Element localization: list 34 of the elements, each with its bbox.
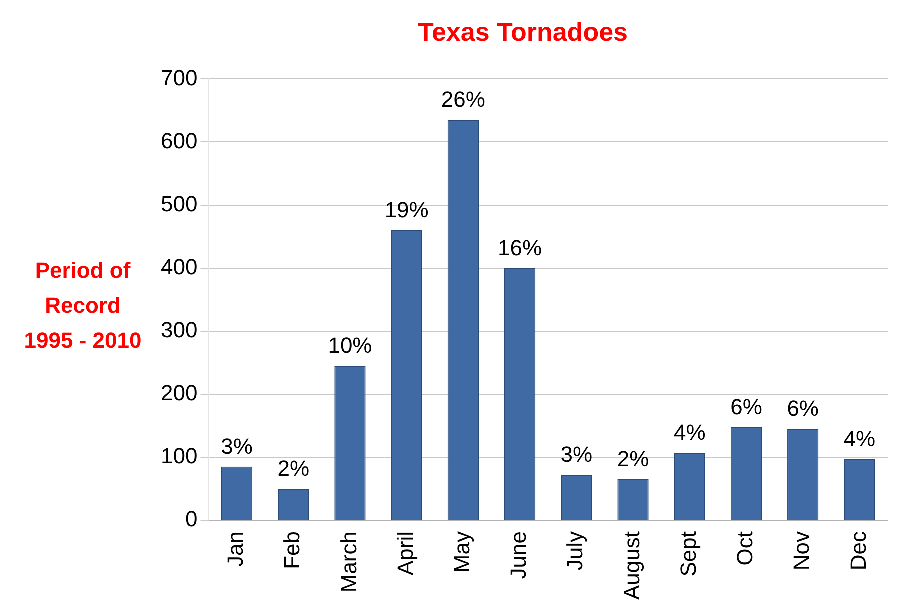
x-tick-label: June (506, 532, 532, 580)
annotation: 2% (278, 456, 310, 482)
annotation: 3% (560, 442, 593, 468)
annotation: 4% (674, 420, 706, 446)
annotation: 6% (787, 396, 819, 422)
x-tick-label: Oct (732, 532, 758, 566)
y-tick-label: 0 (185, 506, 198, 532)
x-tick-label: July (562, 532, 588, 571)
y-tick-label: 200 (160, 380, 198, 406)
chart-title: Texas Tornadoes (418, 16, 628, 47)
x-tick-label: May (450, 532, 475, 574)
x-tick-label: April (392, 532, 418, 576)
x-tick-label: August (619, 532, 644, 600)
y-tick-label: 100 (160, 444, 198, 469)
x-tick-label: Jan (223, 532, 248, 567)
y-tick-label: 600 (160, 128, 198, 154)
x-tick-label: Sept (676, 532, 701, 577)
y-tick-label: 500 (160, 191, 198, 216)
annotation: 3% (221, 434, 253, 459)
annotation: 10% (328, 333, 372, 358)
y-axis-title: Period of Record 1995 - 2010 (23, 256, 143, 356)
annotation: 26% (441, 87, 486, 112)
x-tick-label: Feb (280, 532, 305, 570)
y-tick-label: 400 (160, 254, 198, 280)
annotation: 19% (384, 198, 429, 223)
annotation: 2% (617, 446, 650, 472)
annotation: 6% (730, 394, 762, 420)
x-tick-label: Nov (789, 532, 814, 571)
x-tick-label: Dec (846, 532, 871, 571)
annotation: 16% (498, 235, 542, 260)
y-tick-label: 300 (160, 317, 198, 342)
annotation: 4% (844, 426, 876, 452)
x-tick-label: March (336, 532, 362, 593)
y-tick-label: 700 (160, 65, 198, 90)
